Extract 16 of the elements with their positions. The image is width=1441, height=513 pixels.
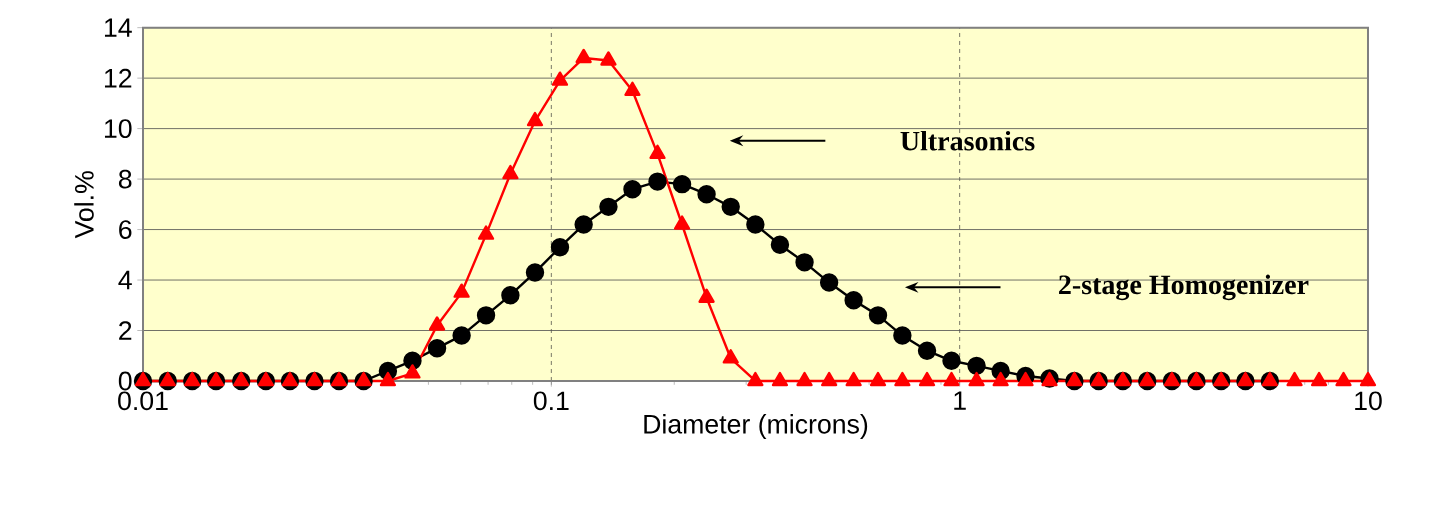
y-axis-title: Vol.% — [74, 171, 94, 239]
annotation: Ultrasonics — [900, 130, 1035, 151]
x-axis-title: Diameter (microns) — [644, 414, 868, 439]
y-tick-label: 2 — [119, 321, 132, 340]
y-tick-label: 12 — [104, 68, 132, 88]
x-tick-label: 0.01 — [118, 391, 168, 411]
y-tick-label: 4 — [118, 270, 132, 290]
x-tick-label: 10 — [1355, 391, 1382, 411]
y-tick-label: 6 — [119, 220, 132, 239]
y-tick-label: 14 — [104, 18, 132, 37]
x-tick-label: 0.1 — [533, 391, 569, 411]
y-tick-label: 8 — [118, 169, 132, 189]
y-tick-label: 0 — [118, 371, 132, 391]
y-tick-label: 10 — [104, 119, 132, 139]
annotation: 2-stage Homogenizer — [1059, 274, 1309, 301]
x-tick-label: 1 — [954, 391, 966, 410]
